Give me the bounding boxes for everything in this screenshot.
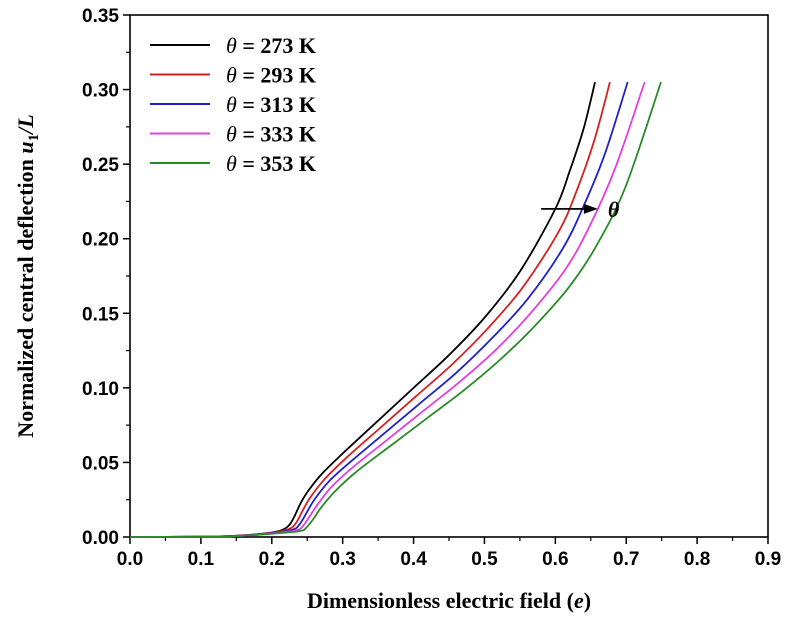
x-tick-label: 0.7 xyxy=(613,549,639,570)
y-tick-label: 0.00 xyxy=(82,528,119,549)
legend-entry-4: θ = 333 K xyxy=(226,122,316,147)
legend-value: = 273 K xyxy=(237,33,316,58)
y-axis-title-var: u xyxy=(13,141,38,153)
y-tick-label: 0.25 xyxy=(82,155,119,176)
annotation-arrow-head xyxy=(583,203,598,214)
series-line-2 xyxy=(129,81,611,538)
legend-entry-3: θ = 313 K xyxy=(226,92,316,117)
axis-ticks: 0.0 0.1 0.2 0.3 0.4 0.5 0.6 0.7 0.8 0.9 0.00 0.05 0.… xyxy=(82,6,781,570)
legend-value: = 313 K xyxy=(237,92,316,117)
legend-value: = 333 K xyxy=(237,122,316,147)
legend-entry-2: θ = 293 K xyxy=(226,63,316,88)
x-tick-label: 0.6 xyxy=(542,549,568,570)
y-axis-title-main: Normalized central deflection xyxy=(13,154,38,438)
x-tick-label: 0.9 xyxy=(755,549,781,570)
legend-var: θ xyxy=(226,63,237,88)
y-tick-label: 0.20 xyxy=(82,230,119,251)
legend-var: θ xyxy=(226,92,237,117)
series-line-4 xyxy=(129,81,646,538)
series-lines xyxy=(129,81,662,538)
x-tick-label: 0.0 xyxy=(117,549,143,570)
x-axis-title: Dimensionless electric field (e) xyxy=(307,588,591,613)
y-axis-title-sub: 1 xyxy=(26,134,42,142)
legend-value: = 353 K xyxy=(237,151,316,176)
y-tick-label: 0.05 xyxy=(82,453,119,474)
x-tick-label: 0.4 xyxy=(400,549,427,570)
x-tick-label: 0.1 xyxy=(188,549,215,570)
x-tick-label: 0.8 xyxy=(684,549,710,570)
y-tick-label: 0.15 xyxy=(82,304,119,325)
y-tick-label: 0.35 xyxy=(82,6,119,27)
x-tick-label: 0.3 xyxy=(329,549,355,570)
legend-value: = 293 K xyxy=(237,63,316,88)
y-axis-title: Normalized central deflection u1/L xyxy=(13,114,42,437)
x-axis-title-var: e xyxy=(574,588,584,613)
legend-var: θ xyxy=(226,33,237,58)
annotation-theta-label: θ xyxy=(608,197,620,222)
y-tick-label: 0.30 xyxy=(82,81,119,102)
y-tick-label: 0.10 xyxy=(82,379,119,400)
legend-var: θ xyxy=(226,151,237,176)
legend: θ = 273 Kθ = 293 Kθ = 313 Kθ = 333 Kθ = … xyxy=(150,33,316,176)
x-tick-label: 0.5 xyxy=(471,549,498,570)
series-line-5 xyxy=(129,81,662,538)
x-tick-label: 0.2 xyxy=(259,549,285,570)
plot-area: 0.0 0.1 0.2 0.3 0.4 0.5 0.6 0.7 0.8 0.9 0.00 0.05 0.… xyxy=(82,6,781,570)
legend-var: θ xyxy=(226,122,237,147)
series-line-3 xyxy=(129,81,629,538)
series-line-1 xyxy=(129,81,596,538)
theta-arrow-annotation: θ xyxy=(541,197,620,222)
x-axis-title-main: Dimensionless electric field ( xyxy=(307,588,574,613)
x-axis-title-close: ) xyxy=(584,588,591,613)
legend-entry-5: θ = 353 K xyxy=(226,151,316,176)
y-axis-title-tail: /L xyxy=(13,114,38,136)
legend-entry-1: θ = 273 K xyxy=(226,33,316,58)
